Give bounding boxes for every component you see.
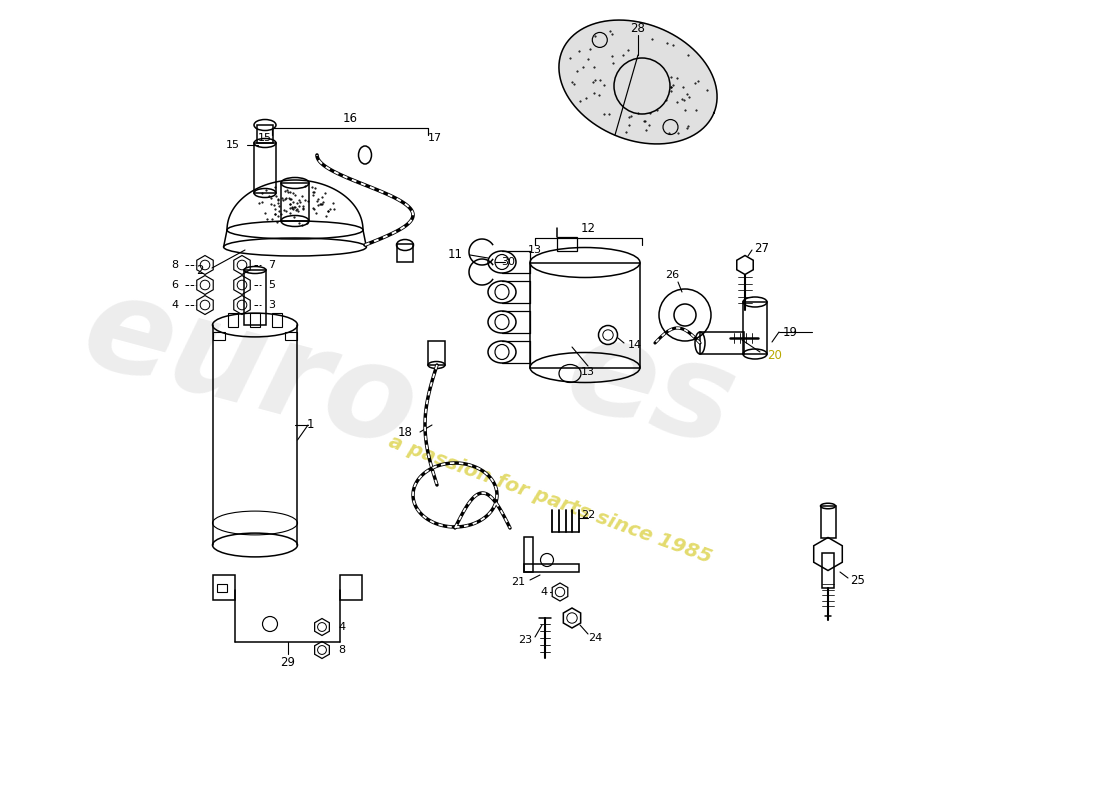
Text: 12: 12 [581, 222, 595, 235]
Text: 25: 25 [850, 574, 866, 586]
Bar [700, 332, 744, 354]
Text: 11: 11 [448, 249, 462, 262]
Bar [822, 553, 834, 588]
Text: 19: 19 [782, 326, 797, 338]
Text: 26: 26 [664, 270, 679, 280]
Text: 14: 14 [628, 340, 642, 350]
Text: 3: 3 [268, 300, 275, 310]
Text: 24: 24 [587, 633, 602, 643]
Text: 30: 30 [500, 257, 515, 267]
Bar [530, 262, 640, 367]
Bar [557, 237, 578, 250]
Bar [250, 313, 260, 327]
Text: 6: 6 [172, 280, 178, 290]
Text: 15: 15 [226, 140, 240, 150]
Bar [217, 584, 227, 592]
Text: 28: 28 [630, 22, 646, 34]
Bar [428, 341, 446, 365]
Text: 21: 21 [510, 577, 525, 587]
Bar [257, 125, 273, 143]
Bar [524, 537, 534, 572]
Bar [213, 575, 235, 600]
Text: 22: 22 [581, 510, 595, 520]
Text: 29: 29 [280, 655, 296, 669]
Text: 8: 8 [339, 645, 345, 655]
Text: 27: 27 [755, 242, 770, 254]
Text: 5: 5 [268, 280, 275, 290]
Text: 15: 15 [258, 133, 272, 143]
Text: 4: 4 [172, 300, 178, 310]
Text: a passion for parts since 1985: a passion for parts since 1985 [386, 433, 714, 567]
Bar [280, 183, 309, 221]
Bar [821, 506, 836, 538]
Bar [244, 270, 266, 325]
Text: 2: 2 [196, 263, 204, 277]
Bar [254, 143, 276, 193]
Bar [397, 244, 412, 262]
Text: 13: 13 [581, 367, 595, 377]
Text: 18: 18 [397, 426, 412, 438]
Text: 8: 8 [172, 260, 178, 270]
Text: 7: 7 [268, 260, 276, 270]
Text: 13: 13 [528, 245, 542, 255]
Text: 16: 16 [342, 113, 358, 126]
Text: 1: 1 [306, 418, 313, 431]
Text: 4: 4 [339, 622, 345, 632]
Text: euro: euro [69, 265, 430, 475]
Bar [286, 332, 297, 340]
Text: es: es [552, 307, 748, 473]
Bar [212, 332, 224, 340]
Bar [228, 313, 238, 327]
Bar [340, 575, 362, 600]
Text: 23: 23 [518, 635, 532, 645]
Bar [272, 313, 282, 327]
Bar [524, 564, 579, 572]
Bar [742, 302, 767, 354]
Text: 17: 17 [428, 133, 442, 143]
Text: 20: 20 [768, 350, 782, 362]
Polygon shape [559, 20, 717, 144]
Text: 4: 4 [540, 587, 548, 597]
